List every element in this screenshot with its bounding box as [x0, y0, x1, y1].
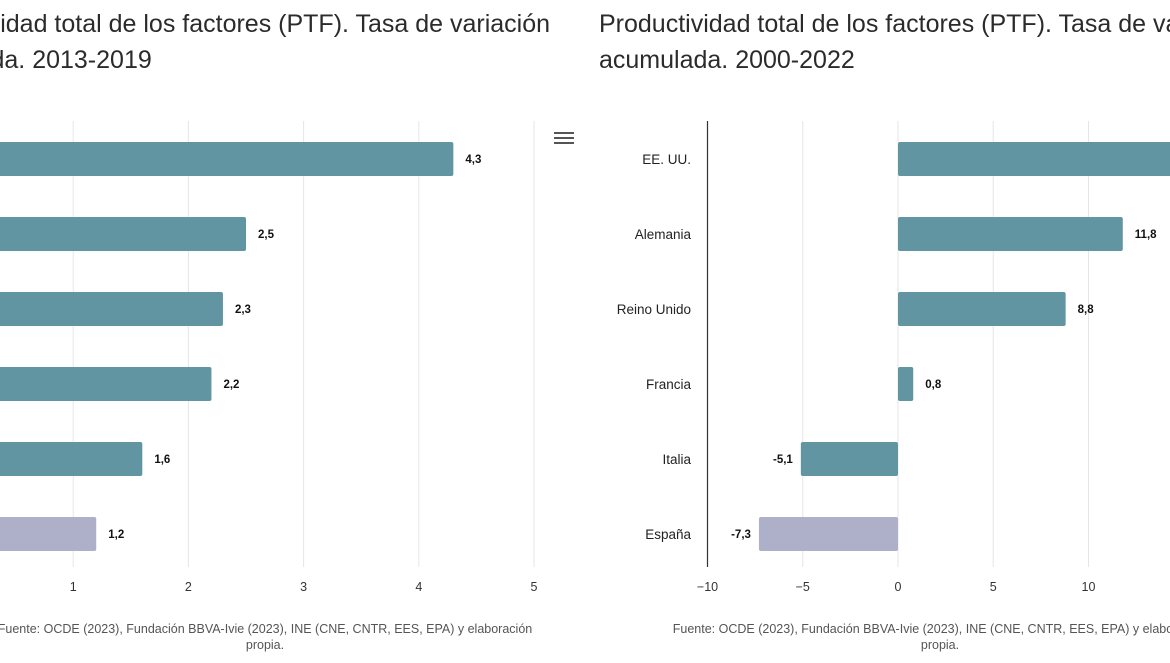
chart-panel-2013-2019: Productividad total de los factores (PTF…: [0, 6, 585, 653]
bar-chart: −10 −5 0 5 10 EE. UU. 11,8 Alemania 8,8 Reino Uni…: [617, 121, 1170, 594]
data-label: -5,1: [773, 454, 793, 466]
category-label: Reino Unido: [617, 302, 691, 317]
x-tick-label: 1: [70, 580, 77, 594]
chart-title-line-1: Productividad total de los factores (PTF…: [599, 10, 1170, 38]
chart-title: Productividad total de los factores (PTF…: [0, 6, 550, 78]
chart-title-line-1: Productividad total de los factores (PTF…: [0, 10, 551, 38]
bar-chart: 1 2 3 4 5 4,3 2,5 2,3 2,2 1,6 1,2: [0, 121, 538, 594]
source-line-1: Fuente: OCDE (2023), Fundación BBVA-Ivie…: [672, 622, 1170, 636]
x-tick-label: 2: [185, 580, 192, 594]
data-label: 8,8: [1078, 304, 1095, 316]
x-tick-label: 5: [531, 580, 538, 594]
bar: [898, 142, 1170, 176]
bar: [0, 367, 212, 401]
category-label: Francia: [646, 377, 692, 392]
data-label: 2,2: [223, 379, 239, 391]
source-line-1: Fuente: OCDE (2023), Fundación BBVA-Ivie…: [0, 622, 533, 636]
bar: [0, 142, 454, 176]
chart-panel-2000-2022: Productividad total de los factores (PTF…: [585, 0, 1170, 663]
chart-title: Productividad total de los factores (PTF…: [599, 6, 1170, 78]
source-line-2: propia.: [920, 638, 960, 652]
bar: [800, 442, 898, 476]
category-label: EE. UU.: [642, 152, 691, 167]
bar: [0, 292, 223, 326]
data-label: 2,5: [258, 229, 275, 241]
data-label: 1,6: [154, 454, 170, 466]
x-tick-label: −10: [697, 580, 718, 594]
x-tick-label: 0: [895, 580, 902, 594]
chart-source-note: Fuente: OCDE (2023), Fundación BBVA-Ivie…: [0, 621, 585, 653]
category-label: España: [645, 527, 691, 542]
bar: [758, 517, 898, 551]
category-label: Italia: [662, 452, 691, 467]
bar: [0, 442, 143, 476]
bar: [898, 217, 1123, 251]
chart-title-line-2: acumulada. 2000-2022: [599, 46, 855, 74]
bar: [898, 367, 914, 401]
x-tick-label: 10: [1082, 580, 1096, 594]
data-label: -7,3: [731, 529, 751, 541]
data-label: 11,8: [1135, 229, 1157, 241]
data-label: 0,8: [925, 379, 942, 391]
x-tick-label: 4: [415, 580, 422, 594]
hamburger-menu-icon[interactable]: [554, 130, 574, 146]
x-tick-label: 5: [990, 580, 997, 594]
bar: [0, 217, 246, 251]
category-label: Alemania: [635, 227, 692, 242]
source-line-2: propia.: [245, 638, 285, 652]
x-tick-label: −5: [796, 580, 810, 594]
data-label: 4,3: [465, 154, 481, 166]
x-tick-label: 3: [300, 580, 307, 594]
data-label: 1,2: [108, 529, 124, 541]
bar: [898, 292, 1066, 326]
bar: [0, 517, 97, 551]
chart-title-line-2: acumulada. 2013-2019: [0, 46, 152, 74]
data-label: 2,3: [235, 304, 251, 316]
chart-source-note: Fuente: OCDE (2023), Fundación BBVA-Ivie…: [615, 621, 1170, 653]
